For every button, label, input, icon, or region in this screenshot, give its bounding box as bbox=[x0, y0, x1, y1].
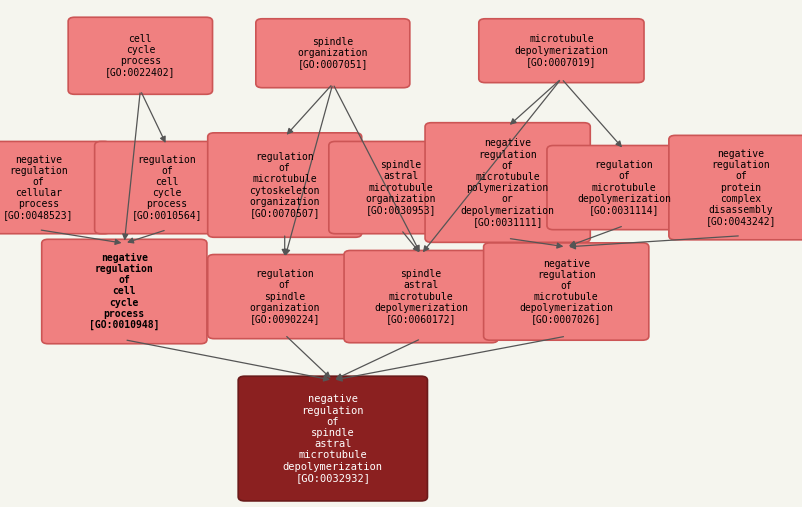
FancyBboxPatch shape bbox=[484, 243, 649, 340]
FancyBboxPatch shape bbox=[95, 141, 239, 234]
FancyBboxPatch shape bbox=[669, 135, 802, 240]
FancyBboxPatch shape bbox=[479, 19, 644, 83]
Text: negative
regulation
of
protein
complex
disassembly
[GO:0043242]: negative regulation of protein complex d… bbox=[706, 149, 776, 226]
FancyBboxPatch shape bbox=[42, 239, 207, 344]
FancyBboxPatch shape bbox=[238, 376, 427, 501]
FancyBboxPatch shape bbox=[329, 141, 473, 234]
Text: spindle
organization
[GO:0007051]: spindle organization [GO:0007051] bbox=[298, 37, 368, 69]
FancyBboxPatch shape bbox=[256, 19, 410, 88]
FancyBboxPatch shape bbox=[68, 17, 213, 94]
FancyBboxPatch shape bbox=[0, 141, 111, 234]
Text: cell
cycle
process
[GO:0022402]: cell cycle process [GO:0022402] bbox=[105, 34, 176, 78]
FancyBboxPatch shape bbox=[344, 250, 498, 343]
Text: spindle
astral
microtubule
depolymerization
[GO:0060172]: spindle astral microtubule depolymerizat… bbox=[374, 269, 468, 324]
Text: negative
regulation
of
cell
cycle
process
[GO:0010948]: negative regulation of cell cycle proces… bbox=[89, 253, 160, 330]
Text: regulation
of
microtubule
depolymerization
[GO:0031114]: regulation of microtubule depolymerizati… bbox=[577, 160, 671, 215]
Text: negative
regulation
of
microtubule
depolymerization
[GO:0007026]: negative regulation of microtubule depol… bbox=[519, 259, 614, 324]
Text: regulation
of
microtubule
cytoskeleton
organization
[GO:0070507]: regulation of microtubule cytoskeleton o… bbox=[249, 152, 320, 218]
Text: negative
regulation
of
cellular
process
[GO:0048523]: negative regulation of cellular process … bbox=[3, 155, 74, 221]
Text: spindle
astral
microtubule
organization
[GO:0030953]: spindle astral microtubule organization … bbox=[366, 160, 436, 215]
Text: regulation
of
spindle
organization
[GO:0090224]: regulation of spindle organization [GO:0… bbox=[249, 269, 320, 324]
FancyBboxPatch shape bbox=[208, 133, 362, 237]
Text: microtubule
depolymerization
[GO:0007019]: microtubule depolymerization [GO:0007019… bbox=[514, 34, 609, 67]
Text: regulation
of
cell
cycle
process
[GO:0010564]: regulation of cell cycle process [GO:001… bbox=[132, 155, 202, 221]
Text: negative
regulation
of
microtubule
polymerization
or
depolymerization
[GO:003111: negative regulation of microtubule polym… bbox=[460, 138, 555, 227]
FancyBboxPatch shape bbox=[547, 146, 701, 230]
Text: negative
regulation
of
spindle
astral
microtubule
depolymerization
[GO:0032932]: negative regulation of spindle astral mi… bbox=[283, 394, 383, 483]
FancyBboxPatch shape bbox=[208, 255, 362, 339]
FancyBboxPatch shape bbox=[425, 123, 590, 242]
